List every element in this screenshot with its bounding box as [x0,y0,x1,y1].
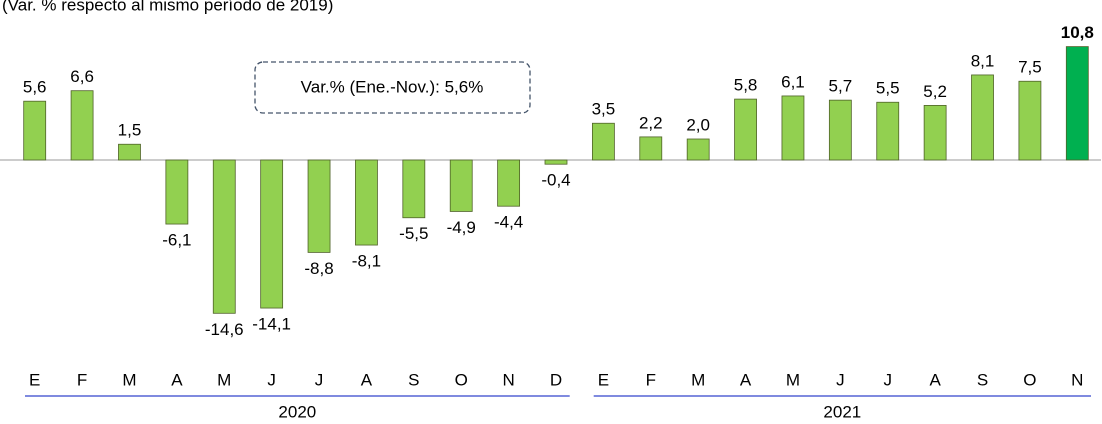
x-tick-label: F [77,370,87,389]
value-label: 8,1 [971,51,995,70]
annotation-box [254,61,531,114]
value-label: 10,8 [1061,23,1094,42]
x-tick-label: A [929,370,941,389]
value-label: 5,7 [829,77,853,96]
x-tick-label: A [171,370,183,389]
x-tick-label: O [1023,370,1036,389]
value-label: 1,5 [118,121,142,140]
value-label: -4,9 [447,218,476,237]
bar [355,159,378,246]
value-label: -5,5 [399,224,428,243]
bar [781,95,805,161]
annotation: Var.% (Ene.-Nov.): 5,6% [301,77,484,96]
value-label: -14,6 [205,320,244,339]
bar [307,159,331,253]
bar [70,90,94,161]
bar [591,122,615,161]
x-tick-label: J [315,370,324,389]
x-tick-label: E [598,370,609,389]
value-label: -8,8 [304,259,333,278]
bar [118,143,141,161]
x-tick-label: M [786,370,800,389]
group-label: 2021 [823,402,861,421]
value-label: 5,5 [876,79,900,98]
x-tick-label: J [267,370,276,389]
bar [1018,80,1042,161]
bar [734,98,757,161]
bar [165,159,189,225]
value-label: 6,6 [70,67,94,86]
value-label: 2,0 [686,115,710,134]
value-label: 3,5 [592,100,616,119]
bar [639,136,663,161]
x-tick-label: O [455,370,468,389]
x-tick-label: N [502,370,514,389]
x-tick-label: D [550,370,562,389]
value-label: -4,4 [494,213,523,232]
bar [876,101,900,161]
value-label: 6,1 [781,72,805,91]
value-label: -6,1 [162,231,191,250]
bar [402,159,426,219]
bar [212,159,236,314]
value-label: 2,2 [639,113,663,132]
bar [260,159,284,309]
x-tick-label: F [646,370,656,389]
x-tick-label: J [836,370,845,389]
bar [923,105,947,161]
value-label: -14,1 [252,315,291,334]
value-label: 7,5 [1018,58,1042,77]
x-tick-label: S [977,370,988,389]
bar [1065,46,1089,161]
value-label: 5,2 [923,82,947,101]
bar [828,99,852,161]
x-tick-label: N [1071,370,1083,389]
chart-subtitle: (Var. % respecto al mismo período de 201… [2,0,333,14]
bar [497,159,521,207]
bar [971,74,994,161]
value-label: -0,4 [541,171,570,190]
x-tick-label: M [691,370,705,389]
value-label: 5,8 [734,76,758,95]
x-tick-label: M [217,370,231,389]
bar [544,159,568,165]
x-tick-label: S [408,370,419,389]
x-tick-label: M [122,370,136,389]
bar [449,159,473,212]
x-tick-label: A [740,370,752,389]
x-tick-label: A [361,370,373,389]
x-tick-label: E [29,370,40,389]
bar [686,138,710,161]
bar [23,100,47,161]
x-tick-label: J [883,370,892,389]
value-label: -8,1 [352,252,381,271]
value-label: 5,6 [23,78,47,97]
group-label: 2020 [278,402,316,421]
